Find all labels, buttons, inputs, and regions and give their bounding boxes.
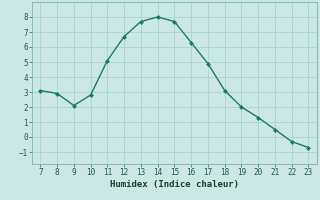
X-axis label: Humidex (Indice chaleur): Humidex (Indice chaleur) [110,180,239,189]
